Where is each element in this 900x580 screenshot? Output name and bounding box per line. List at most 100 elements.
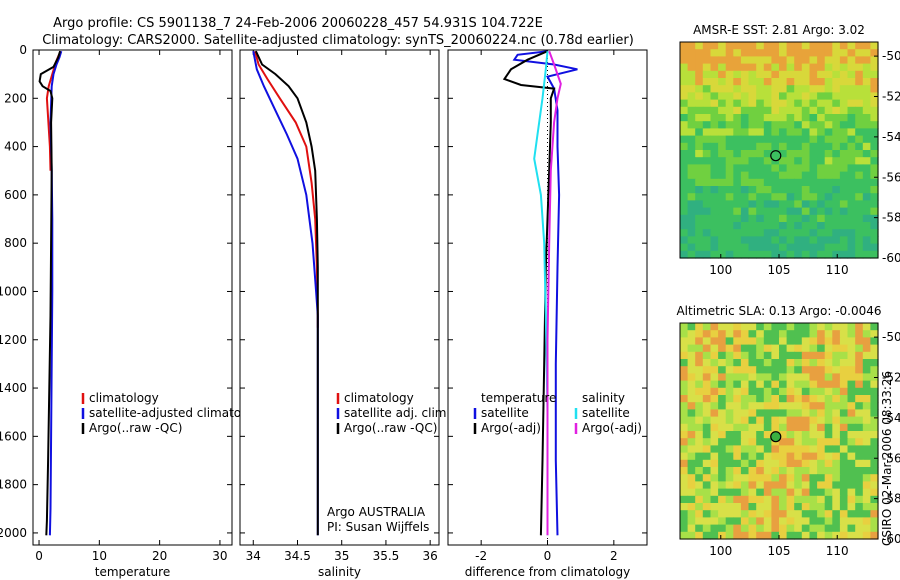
map-cell <box>771 409 780 418</box>
map-cell <box>809 467 818 475</box>
map-cell <box>862 114 871 122</box>
map-cell <box>763 380 772 389</box>
map-cell <box>702 49 711 57</box>
map-cell <box>809 409 818 418</box>
map-cell <box>733 150 742 158</box>
map-cell <box>809 351 818 360</box>
map-cell <box>870 474 879 482</box>
map-cell <box>786 409 795 418</box>
map-cell <box>763 395 772 403</box>
map-cell <box>725 150 734 158</box>
map-cell <box>756 56 765 65</box>
y-tick-label: -54 <box>882 130 900 144</box>
map-cell <box>710 49 719 57</box>
map-cell <box>687 229 696 237</box>
map-cell <box>771 78 780 86</box>
map-cell <box>809 207 818 216</box>
map-cell <box>718 150 727 158</box>
map-cell <box>725 121 734 129</box>
map-cell <box>832 99 841 108</box>
map-cell <box>809 142 818 151</box>
map-cell <box>809 380 818 389</box>
map-cell <box>733 409 742 418</box>
map-cell <box>710 243 719 252</box>
map-cell <box>855 395 864 403</box>
map-cell <box>748 106 757 115</box>
x-tick-label: 34 <box>246 549 261 563</box>
map-cell <box>809 481 818 490</box>
map-cell <box>771 531 780 540</box>
map-cell <box>740 49 750 57</box>
map-cell <box>702 474 711 482</box>
map-cell <box>847 495 856 504</box>
map-cell <box>839 423 849 432</box>
map-title: Altimetric SLA: 0.13 Argo: -0.0046 <box>676 304 881 318</box>
map-cell <box>680 474 689 482</box>
map-cell <box>855 387 864 396</box>
map-cell <box>733 63 742 72</box>
map-cell <box>763 106 772 115</box>
map-cell <box>794 402 803 410</box>
map-cell <box>756 488 765 497</box>
map-cell <box>756 416 765 425</box>
map-cell <box>847 229 856 237</box>
map-cell <box>832 178 841 187</box>
map-cell <box>786 114 795 122</box>
map-cell <box>839 359 849 367</box>
map-cell <box>870 387 879 396</box>
map-cell <box>794 495 803 504</box>
map-cell <box>748 56 757 65</box>
map-cell <box>680 135 689 144</box>
map-cell <box>702 207 711 216</box>
map-cell <box>733 495 742 504</box>
map-cell <box>786 366 795 374</box>
map-cell <box>801 387 810 396</box>
map-cell <box>855 481 864 490</box>
map-cell <box>786 438 795 446</box>
map-cell <box>680 193 689 201</box>
map-cell <box>809 193 818 201</box>
map-cell <box>817 92 826 101</box>
map-cell <box>794 200 803 209</box>
map-cell <box>733 438 742 446</box>
map-cell <box>771 488 780 497</box>
map-cell <box>862 323 871 331</box>
map-cell <box>718 214 727 223</box>
map-cell <box>839 200 849 209</box>
map-cell <box>824 193 833 201</box>
map-cell <box>824 423 833 432</box>
map-cell <box>748 423 757 432</box>
map-cell <box>847 366 856 374</box>
map-cell <box>771 474 780 482</box>
map-cell <box>847 524 856 533</box>
map-cell <box>733 467 742 475</box>
map-cell <box>725 323 734 331</box>
map-cell <box>748 531 757 540</box>
map-cell <box>809 387 818 396</box>
map-cell <box>817 70 826 79</box>
map-cell <box>763 42 772 50</box>
map-cell <box>680 92 689 101</box>
map-cell <box>687 445 696 454</box>
map-cell <box>809 474 818 482</box>
map-cell <box>740 178 750 187</box>
map-cell <box>725 207 734 216</box>
map-cell <box>718 323 727 331</box>
map-cell <box>702 56 711 65</box>
map-cell <box>702 85 711 93</box>
map-cell <box>786 459 795 468</box>
map-cell <box>702 114 711 122</box>
map-cell <box>862 128 871 137</box>
map-cell <box>687 409 696 418</box>
map-cell <box>794 114 803 122</box>
map-cell <box>862 351 871 360</box>
map-cell <box>801 207 810 216</box>
map-cell <box>687 330 696 338</box>
map-cell <box>870 135 879 144</box>
map-cell <box>801 128 810 137</box>
map-cell <box>870 495 879 504</box>
map-cell <box>779 92 788 101</box>
map-cell <box>801 222 810 230</box>
map-cell <box>870 207 879 216</box>
